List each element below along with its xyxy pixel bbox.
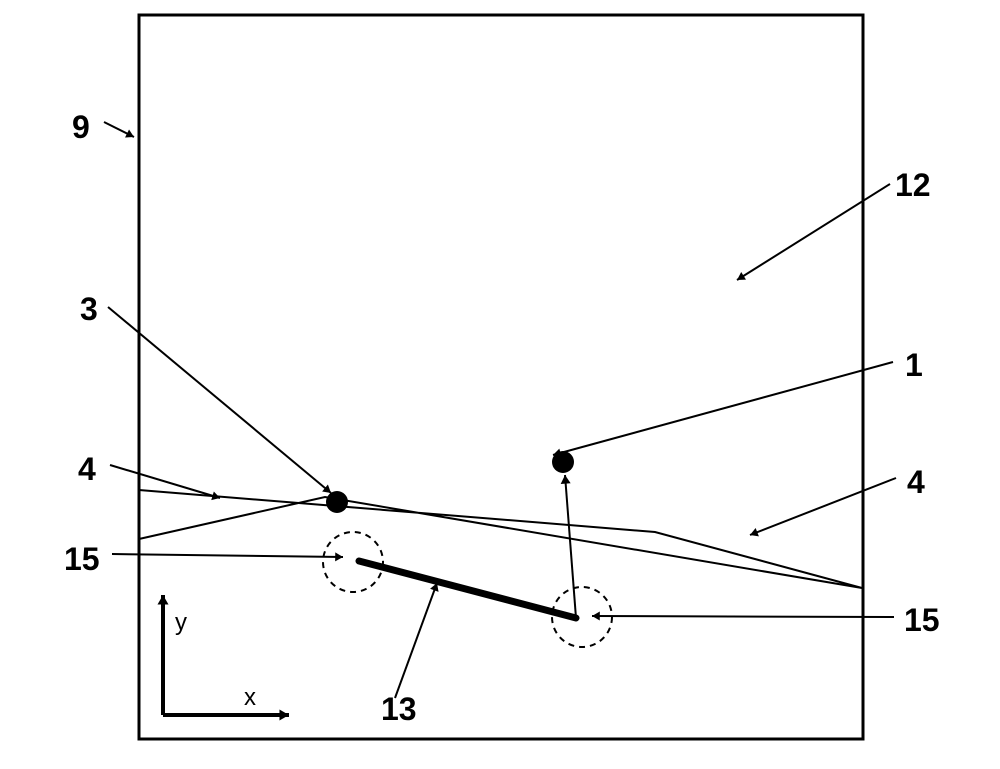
leader-line-3 — [553, 362, 893, 455]
callout-label-1-3: 1 — [905, 347, 923, 384]
zigzag-line — [139, 490, 862, 588]
x-axis-label: x — [244, 684, 256, 711]
leader-arrow-8 — [592, 612, 600, 621]
callout-label-4-4: 4 — [78, 451, 96, 488]
leader-line-8 — [592, 616, 894, 617]
callout-label-15-8: 15 — [904, 602, 940, 639]
vertical-arrow-head — [561, 475, 571, 484]
leader-line-1 — [737, 184, 890, 280]
callout-label-4-5: 4 — [907, 464, 925, 501]
leader-line-6 — [112, 554, 343, 557]
callout-label-15-6: 15 — [64, 541, 100, 578]
vertical-arrow-line — [565, 475, 576, 618]
thick-segment — [359, 561, 576, 618]
diagram-canvas: yx — [0, 0, 1000, 769]
callout-label-9-0: 9 — [72, 109, 90, 146]
callout-label-3-2: 3 — [80, 291, 98, 328]
y-axis-arrow — [158, 595, 169, 605]
dot-0 — [326, 491, 348, 513]
main-box — [139, 15, 863, 739]
leader-line-5 — [750, 478, 896, 535]
leader-line-2 — [108, 307, 331, 493]
callout-label-12-1: 12 — [895, 167, 931, 204]
leader-line-7 — [395, 583, 437, 698]
leader-arrow-6 — [335, 552, 343, 561]
callout-label-13-7: 13 — [381, 691, 417, 728]
x-axis-arrow — [279, 710, 289, 721]
y-axis-label: y — [175, 609, 187, 636]
